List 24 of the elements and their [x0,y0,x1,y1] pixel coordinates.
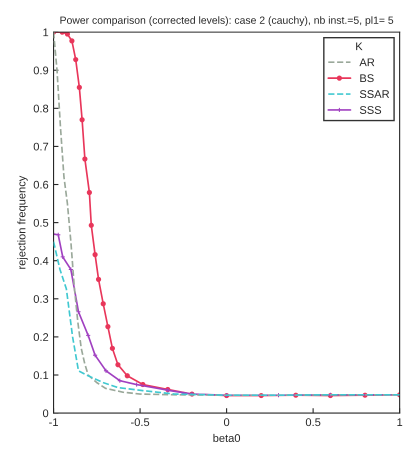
y-tick-label: 0.9 [34,66,48,74]
y-tick-label: 0.4 [34,256,48,265]
y-tick-label: 0 [42,409,48,418]
x-tick-label: 1 [397,418,402,426]
y-tick-label: 0.7 [34,142,48,151]
y-axis-title: rejection frequency [17,176,28,269]
chart-title: Power comparison (corrected levels): case 2 (cauchy), nb inst.=5, pl1= 5 [60,16,394,26]
legend-label: SSAR [360,90,390,98]
y-tick-label: 0.1 [34,371,48,380]
x-tick-label: -1 [49,418,58,426]
x-tick-label: 0.5 [306,418,320,426]
y-tick-label: 0.2 [34,333,48,342]
legend-title: K [356,42,363,50]
legend-label: BS [360,74,374,82]
x-tick-label: -0.5 [131,418,150,426]
x-axis-title: beta0 [213,434,240,442]
y-tick-label: 0.8 [34,104,48,112]
y-tick-label: 0.6 [34,180,48,189]
y-tick-label: 1 [43,28,48,36]
y-tick-label: 0.3 [34,295,48,303]
y-tick-label: 0.5 [34,218,48,227]
legend-label: SSS [360,106,382,114]
legend-label: AR [359,58,374,66]
x-tick-label: 0 [224,418,230,426]
